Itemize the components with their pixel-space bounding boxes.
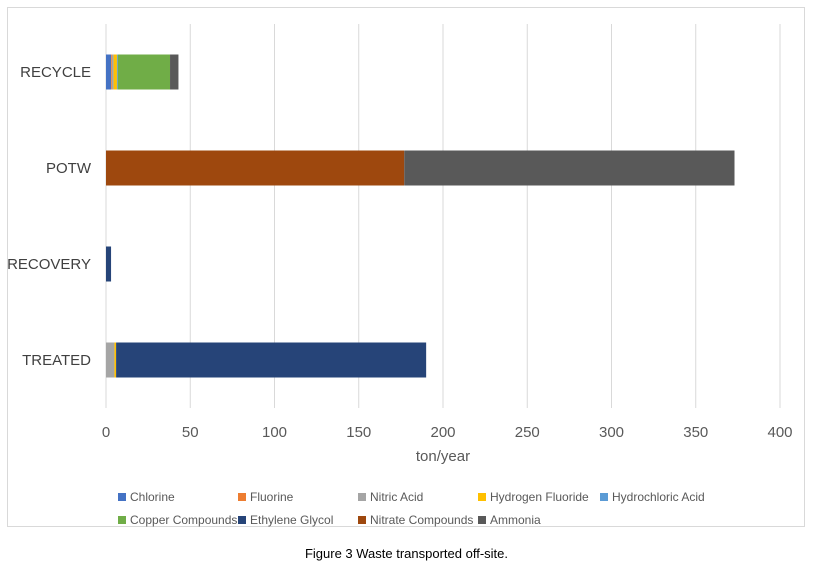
x-tick-label: 200 bbox=[430, 424, 455, 441]
legend-swatch bbox=[118, 516, 126, 524]
legend-label: Nitric Acid bbox=[370, 490, 424, 504]
x-tick-label: 150 bbox=[346, 424, 371, 441]
bar-segment bbox=[113, 54, 117, 90]
legend-item: Ammonia bbox=[478, 513, 541, 527]
bar-segment bbox=[404, 150, 735, 186]
legend-swatch bbox=[478, 516, 486, 524]
legend-label: Nitrate Compounds bbox=[370, 513, 474, 527]
legend-swatch bbox=[238, 493, 246, 501]
legend-swatch bbox=[118, 493, 126, 501]
legend-label: Ethylene Glycol bbox=[250, 513, 334, 527]
bar-segment bbox=[111, 54, 114, 90]
legend-label: Hydrochloric Acid bbox=[612, 490, 705, 504]
legend-label: Copper Compounds bbox=[130, 513, 238, 527]
bar-segment bbox=[116, 342, 427, 378]
legend-swatch bbox=[358, 493, 366, 501]
legend-item: Chlorine bbox=[118, 490, 175, 504]
x-tick-label: 50 bbox=[182, 424, 199, 441]
bar-segment bbox=[114, 342, 117, 378]
x-tick-label: 350 bbox=[683, 424, 708, 441]
gridlines bbox=[105, 24, 781, 408]
category-label: TREATED bbox=[22, 352, 91, 369]
bar-segment bbox=[106, 54, 112, 90]
legend-item: Hydrogen Fluoride bbox=[478, 490, 589, 504]
legend-label: Fluorine bbox=[250, 490, 294, 504]
bar-segment bbox=[170, 54, 179, 90]
legend-label: Ammonia bbox=[490, 513, 541, 527]
bar-segment bbox=[111, 54, 112, 90]
legend-item: Fluorine bbox=[238, 490, 293, 504]
x-tick-label: 250 bbox=[515, 424, 540, 441]
category-label: POTW bbox=[46, 160, 92, 177]
bar-chart: 0 50 100 150 200 250 300 350 400 TREATED RECOVERY… bbox=[8, 24, 793, 465]
legend-item: Copper Compounds bbox=[118, 513, 237, 527]
bar-segment bbox=[117, 54, 171, 90]
x-axis-title: ton/year bbox=[416, 448, 470, 465]
figure-caption: Figure 3 Waste transported off-site. bbox=[304, 546, 509, 561]
x-tick-labels: 0 50 100 150 200 250 300 350 400 bbox=[102, 424, 793, 441]
bar-segment bbox=[106, 246, 112, 282]
chart-frame: 0 50 100 150 200 250 300 350 400 TREATED RECOVERY… bbox=[7, 7, 805, 527]
legend-swatch bbox=[478, 493, 486, 501]
legend-swatch bbox=[600, 493, 608, 501]
legend-item: Ethylene Glycol bbox=[238, 513, 333, 527]
bars bbox=[106, 54, 735, 378]
legend-item: Nitric Acid bbox=[358, 490, 423, 504]
category-label: RECOVERY bbox=[8, 256, 91, 273]
legend-item: Nitrate Compounds bbox=[358, 513, 473, 527]
bar-segment bbox=[106, 342, 115, 378]
x-tick-label: 100 bbox=[262, 424, 287, 441]
x-tick-label: 300 bbox=[599, 424, 624, 441]
legend-label: Chlorine bbox=[130, 490, 175, 504]
bar-segment bbox=[116, 54, 118, 90]
legend-swatch bbox=[238, 516, 246, 524]
category-labels: TREATED RECOVERY POTW RECYCLE bbox=[8, 64, 92, 369]
legend-item: Hydrochloric Acid bbox=[600, 490, 705, 504]
legend-label: Hydrogen Fluoride bbox=[490, 490, 589, 504]
category-label: RECYCLE bbox=[20, 64, 91, 81]
x-tick-label: 400 bbox=[767, 424, 792, 441]
legend-swatch bbox=[358, 516, 366, 524]
x-tick-label: 0 bbox=[102, 424, 110, 441]
bar-segment bbox=[106, 150, 405, 186]
